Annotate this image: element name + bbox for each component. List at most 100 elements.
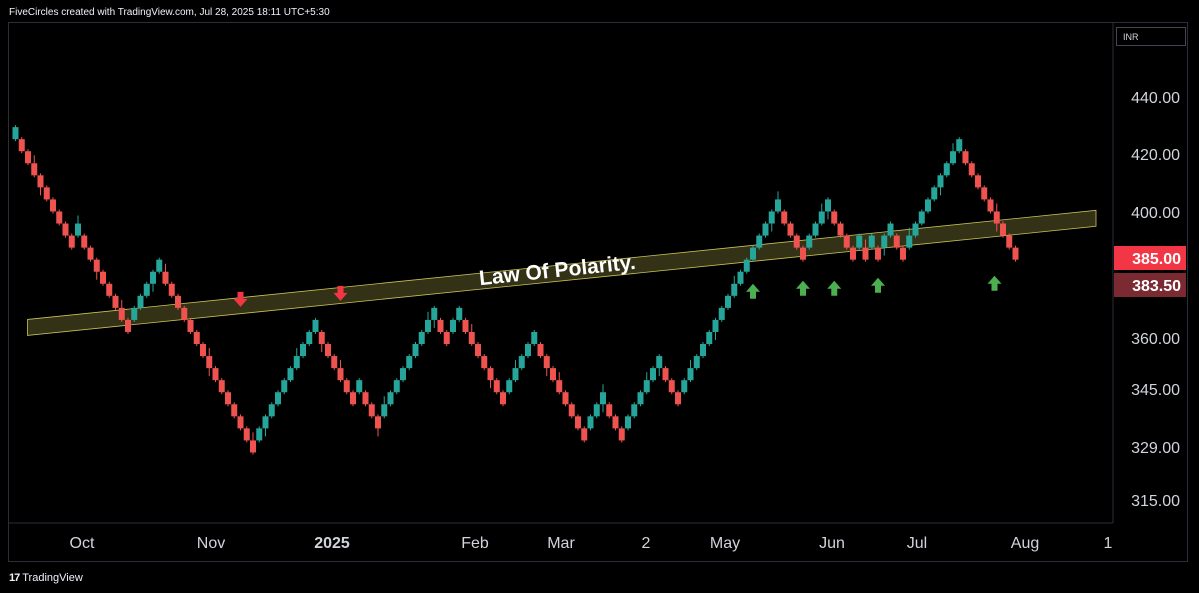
brick-down <box>606 404 613 417</box>
brick-up <box>631 404 638 417</box>
brick-down <box>100 271 106 284</box>
brick-down <box>225 392 231 405</box>
brick-up <box>912 223 919 236</box>
brick-down <box>362 392 369 405</box>
brick-up <box>650 368 656 381</box>
brick-up <box>137 295 144 308</box>
x-tick-label: Mar <box>547 535 575 552</box>
brick-up <box>262 416 269 429</box>
brick-up <box>637 392 644 405</box>
brick-up <box>906 235 913 248</box>
brick-up <box>506 380 513 393</box>
brick-down <box>537 344 544 357</box>
currency-selector[interactable]: INR <box>1116 27 1186 46</box>
brick-down <box>675 392 681 405</box>
brick-down <box>31 163 38 176</box>
brick-down <box>193 331 200 345</box>
brick-down <box>550 368 556 381</box>
brick-up <box>256 428 263 441</box>
brick-up <box>956 139 963 152</box>
brick-down <box>500 392 506 405</box>
brick-up <box>625 416 631 429</box>
footer: 17 TradingView <box>9 572 83 584</box>
brick-down <box>568 404 575 417</box>
brick-down <box>975 175 981 188</box>
footer-brand: TradingView <box>22 572 83 584</box>
brick-up <box>431 307 438 320</box>
brick-down <box>831 211 838 224</box>
brick-down <box>581 428 588 441</box>
brick-down <box>993 211 1000 224</box>
brick-down <box>575 416 581 429</box>
x-tick-label: Feb <box>461 535 489 552</box>
brick-up <box>287 368 294 381</box>
brick-up <box>818 211 825 224</box>
chart-frame[interactable] <box>8 22 1188 562</box>
brick-down <box>168 283 175 296</box>
brick-up <box>643 380 650 393</box>
brick-up <box>393 380 400 393</box>
brick-down <box>968 163 975 176</box>
y-tick-label: 420.00 <box>1131 147 1180 164</box>
brick-up <box>812 223 819 236</box>
brick-down <box>612 416 619 429</box>
brick-down <box>250 440 256 453</box>
brick-down <box>443 331 450 345</box>
down-arrow-icon <box>333 285 348 301</box>
brick-down <box>18 139 25 152</box>
brick-down <box>893 235 900 248</box>
brick-up <box>281 380 288 393</box>
brick-up <box>518 356 525 369</box>
brick-down <box>475 344 481 357</box>
brick-up <box>275 392 281 405</box>
brick-up <box>143 283 150 296</box>
tradingview-logo-icon: 17 <box>9 572 20 584</box>
law-of-polarity-label: Law Of Polarity. <box>478 251 637 290</box>
brick-down <box>837 223 844 236</box>
brick-down <box>1000 223 1006 236</box>
brick-up <box>412 344 419 357</box>
brick-down <box>793 235 800 248</box>
brick-down <box>962 151 969 164</box>
brick-down <box>43 187 50 200</box>
x-tick-label: Aug <box>1011 535 1039 552</box>
brick-down <box>1006 235 1013 248</box>
brick-up <box>12 127 19 140</box>
brick-down <box>437 319 444 332</box>
brick-down <box>368 404 375 417</box>
brick-down <box>668 380 675 393</box>
y-tick-label: 345.00 <box>1131 382 1180 399</box>
brick-up <box>293 356 300 369</box>
x-tick-label: 2025 <box>314 535 350 552</box>
brick-up <box>600 392 606 405</box>
brick-down <box>56 211 63 224</box>
brick-up <box>943 163 950 176</box>
brick-down <box>175 295 181 308</box>
price-label: 385.00 <box>1132 251 1181 268</box>
brick-up <box>806 235 813 248</box>
brick-up <box>418 331 425 345</box>
brick-up <box>937 175 944 188</box>
brick-up <box>706 331 713 345</box>
brick-up <box>681 380 688 393</box>
brick-down <box>462 319 469 332</box>
brick-up <box>712 319 719 332</box>
brick-down <box>325 344 331 357</box>
brick-down <box>187 319 194 332</box>
brick-up <box>300 344 306 357</box>
brick-down <box>781 211 788 224</box>
support-band <box>27 209 1097 336</box>
brick-down <box>843 235 850 248</box>
brick-up <box>725 295 731 308</box>
brick-down <box>237 416 244 429</box>
y-tick-label: 360.00 <box>1131 331 1180 348</box>
brick-down <box>875 247 881 260</box>
brick-up <box>693 356 700 369</box>
brick-down <box>662 368 669 381</box>
x-tick-label: 1 <box>1104 535 1113 552</box>
brick-up <box>450 319 456 332</box>
brick-up <box>918 211 925 224</box>
brick-up <box>656 356 663 369</box>
brick-up <box>456 307 463 320</box>
